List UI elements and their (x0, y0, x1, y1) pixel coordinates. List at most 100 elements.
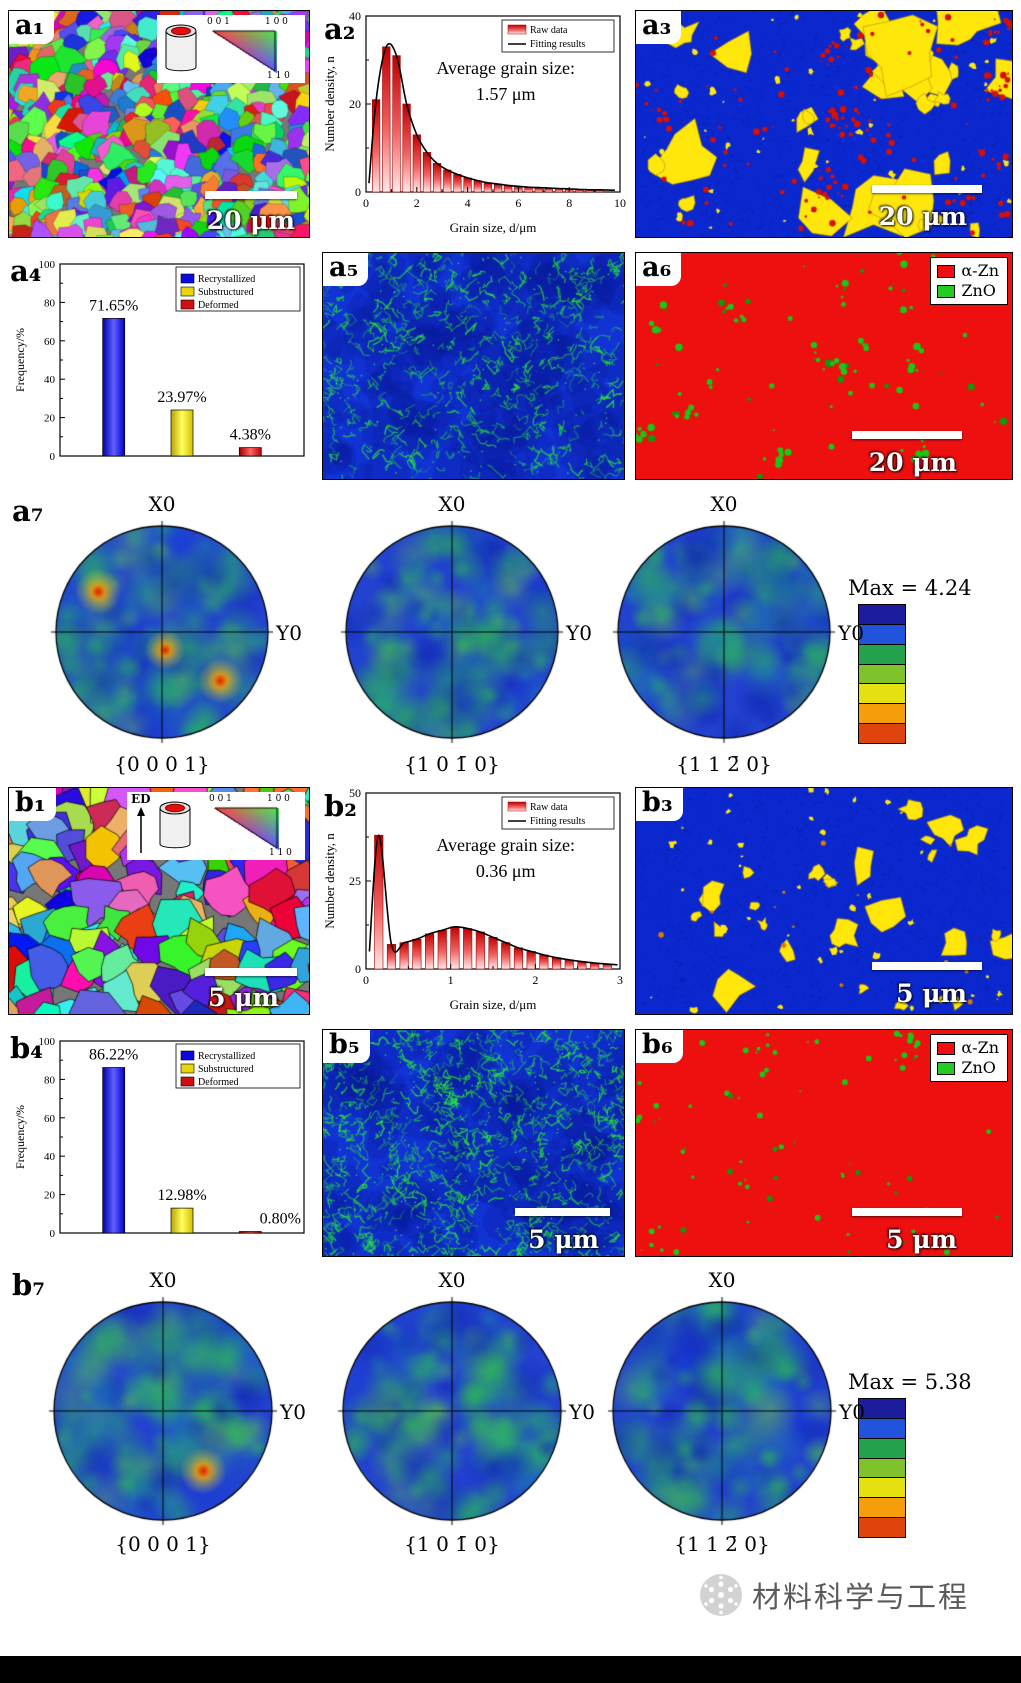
pf-a7-colorbar (858, 604, 906, 744)
scalebar-text-a1: 20 μm (206, 206, 295, 235)
svg-text:1: 1 (448, 973, 454, 987)
ipf-key-inset-b1: ED 0 0 1 1 0 0 1 1 0 (127, 792, 305, 860)
panel-label-b2: b₂ (324, 789, 357, 823)
scalebar-b6 (852, 1208, 962, 1216)
svg-text:80: 80 (44, 1074, 56, 1086)
key-label-100: 1 0 0 (267, 794, 290, 804)
svg-text:100: 100 (39, 1036, 56, 1048)
panel-label-b5: b₅ (323, 1030, 370, 1063)
pf-b7-1-y0: Y0 (280, 1400, 306, 1424)
svg-text:Raw data: Raw data (530, 25, 568, 36)
svg-text:Fitting results: Fitting results (530, 39, 585, 50)
panel-label-a1: a₁ (9, 11, 55, 44)
svg-text:Frequency/%: Frequency/% (13, 1105, 27, 1169)
svg-text:Frequency/%: Frequency/% (13, 328, 27, 392)
svg-text:Fitting results: Fitting results (530, 816, 585, 827)
svg-text:10: 10 (614, 196, 626, 210)
svg-text:0: 0 (355, 962, 361, 976)
ipf-color-triangle (211, 29, 277, 73)
panel-label-b7: b₇ (12, 1268, 45, 1302)
svg-text:4.38%: 4.38% (230, 427, 271, 444)
svg-text:Deformed: Deformed (198, 300, 239, 311)
panel-label-a5: a₅ (323, 253, 369, 286)
svg-text:Substructured: Substructured (198, 287, 254, 298)
svg-text:71.65%: 71.65% (89, 297, 138, 314)
panel-b1-ipf-map: b₁ ED 0 0 1 1 0 0 1 1 0 5 μm (8, 787, 310, 1015)
panel-label-b3: b₃ (636, 788, 683, 821)
svg-text:100: 100 (39, 259, 56, 271)
pf-b7-3-x0: X0 (708, 1268, 736, 1292)
panel-a3-phase-map: a₃ 20 μm (635, 10, 1013, 238)
svg-text:0: 0 (355, 185, 361, 199)
pf-a7-1-y0: Y0 (276, 621, 302, 645)
alpha-zn-swatch (937, 1041, 956, 1055)
pf-a7-1-x0: X0 (148, 492, 176, 516)
pf-a7-3-x0: X0 (710, 492, 738, 516)
panel-a5-kam-map: a₅ (322, 252, 625, 480)
svg-text:Number density, n: Number density, n (322, 833, 337, 929)
pf-a7-3-plane: {1 1 2̄ 0} (676, 752, 772, 776)
scalebar-text-b1: 5 μm (208, 983, 279, 1012)
panel-a1-ipf-map: a₁ 0 0 1 1 0 0 1 1 0 20 μm (8, 10, 310, 238)
grain-size-histogram-b2: 0 25 50 0 1 2 3 Grain size, d/μm Number density,… (322, 786, 623, 1012)
watermark-logo-icon (700, 1574, 742, 1616)
svg-text:Substructured: Substructured (198, 1064, 254, 1075)
svg-text:Number density, n: Number density, n (322, 56, 337, 152)
panel-label-b4: b₄ (10, 1031, 43, 1065)
svg-text:0: 0 (50, 1228, 56, 1240)
panel-a6-phase-map: a₆ α-Zn ZnO 20 μm (635, 252, 1013, 480)
panel-label-b1: b₁ (9, 788, 56, 821)
zno-label: ZnO (961, 1058, 996, 1077)
panel-label-a2: a₂ (324, 12, 356, 46)
pf-a7-2-x0: X0 (438, 492, 466, 516)
svg-text:20: 20 (349, 97, 361, 111)
scalebar-b1 (205, 968, 297, 976)
pf-b7-3-plane: {1 1 2̄ 0} (674, 1532, 770, 1556)
pole-figure-a7-1120 (612, 520, 836, 744)
pf-a7-2-y0: Y0 (566, 621, 592, 645)
pf-b7-2-y0: Y0 (569, 1400, 595, 1424)
svg-text:0: 0 (363, 973, 369, 987)
kam-micrograph-b5 (323, 1030, 624, 1256)
ed-arrow-icon (137, 807, 145, 853)
svg-text:0.80%: 0.80% (260, 1211, 301, 1228)
svg-text:20: 20 (44, 1190, 56, 1202)
svg-text:4: 4 (465, 196, 471, 210)
key-label-110: 1 1 0 (267, 71, 290, 81)
panel-label-a7: a₇ (12, 494, 44, 528)
svg-text:40: 40 (44, 1151, 56, 1163)
panel-label-a3: a₃ (636, 11, 682, 44)
scalebar-a6 (852, 431, 962, 439)
pf-b7-3-y0: Y0 (839, 1400, 865, 1424)
svg-text:80: 80 (44, 297, 56, 309)
pf-b7-2-plane: {1 0 1̄ 0} (404, 1532, 500, 1556)
pf-b7-colorbar (858, 1398, 906, 1538)
cylinder-icon (165, 24, 197, 72)
svg-text:40: 40 (44, 374, 56, 386)
svg-text:2: 2 (414, 196, 420, 210)
phase-legend-a6: α-Zn ZnO (930, 257, 1008, 305)
zno-swatch (937, 284, 956, 298)
pole-figure-a7-0001 (50, 520, 274, 744)
svg-text:Average grain size:: Average grain size: (436, 58, 575, 78)
svg-text:Grain size, d/μm: Grain size, d/μm (450, 997, 537, 1012)
svg-text:25: 25 (349, 874, 361, 888)
scalebar-text-b5: 5 μm (528, 1225, 599, 1254)
key-label-100: 1 0 0 (265, 17, 288, 27)
panel-label-a4: a₄ (10, 254, 42, 288)
phase-legend-b6: α-Zn ZnO (930, 1034, 1008, 1082)
key-label-001: 0 0 1 (207, 17, 230, 27)
scalebar-b5 (515, 1208, 610, 1216)
svg-text:Raw data: Raw data (530, 802, 568, 813)
panel-label-a6: a₆ (636, 253, 682, 286)
scalebar-text-a6: 20 μm (868, 448, 957, 477)
grain-size-histogram-a2: 0 20 40 0 2 4 6 8 10 Grain size, d/μm Number densi… (322, 9, 626, 235)
svg-text:23.97%: 23.97% (157, 389, 206, 406)
panel-label-b6: b₆ (636, 1030, 683, 1063)
svg-text:0: 0 (363, 196, 369, 210)
alpha-zn-label: α-Zn (961, 1038, 999, 1057)
recrystallization-chart-b4: 0 20 40 60 80 100 Frequency/% 86.22% 12.98% 0.80%… (13, 1036, 305, 1240)
svg-text:Recrystallized: Recrystallized (198, 274, 255, 285)
key-label-001: 0 0 1 (209, 794, 232, 804)
panel-b5-kam-map: b₅ 5 μm (322, 1029, 625, 1257)
